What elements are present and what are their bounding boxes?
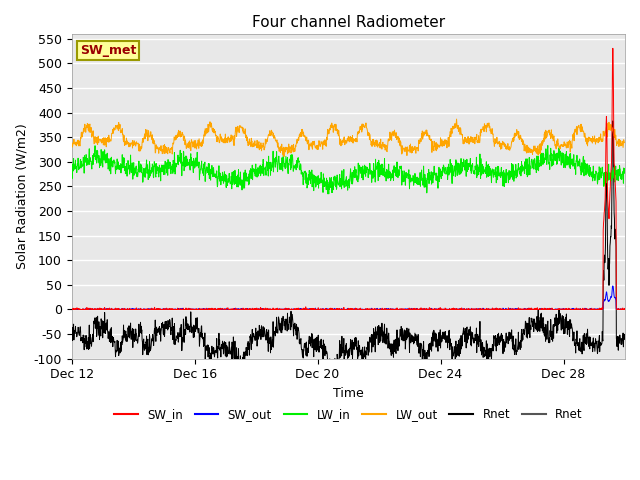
- SW_in: [305, 307, 313, 312]
- LW_out: [68, 142, 76, 148]
- SW_in: [621, 307, 628, 312]
- SW_in: [314, 307, 322, 312]
- Rnet: [362, 351, 370, 357]
- Rnet: [68, 322, 76, 327]
- LW_in: [621, 170, 628, 176]
- LW_in: [305, 178, 313, 183]
- SW_in: [423, 306, 431, 312]
- Rnet: [314, 345, 322, 350]
- SW_in: [362, 306, 370, 312]
- SW_out: [609, 283, 616, 289]
- LW_in: [544, 143, 552, 148]
- SW_out: [314, 307, 322, 312]
- X-axis label: Time: Time: [333, 387, 364, 400]
- SW_out: [621, 307, 628, 312]
- LW_in: [362, 170, 370, 176]
- LW_out: [280, 154, 288, 159]
- SW_in: [545, 306, 552, 312]
- LW_in: [324, 191, 332, 197]
- LW_out: [305, 142, 313, 147]
- LW_out: [452, 116, 460, 122]
- SW_out: [305, 306, 313, 312]
- Line: LW_in: LW_in: [72, 145, 625, 194]
- SW_out: [362, 307, 370, 312]
- LW_in: [545, 161, 553, 167]
- SW_out: [68, 306, 76, 312]
- Text: SW_met: SW_met: [80, 44, 136, 57]
- Rnet: [545, 338, 552, 344]
- SW_out: [100, 306, 108, 312]
- Rnet: [609, 118, 617, 124]
- Line: LW_out: LW_out: [72, 119, 625, 156]
- SW_out: [545, 307, 552, 312]
- Line: Rnet: Rnet: [72, 121, 625, 379]
- LW_in: [100, 155, 108, 160]
- SW_out: [424, 307, 431, 312]
- Line: SW_out: SW_out: [72, 286, 625, 310]
- Rnet: [328, 376, 335, 382]
- Y-axis label: Solar Radiation (W/m2): Solar Radiation (W/m2): [15, 123, 28, 269]
- LW_in: [68, 159, 76, 165]
- LW_out: [100, 137, 108, 143]
- LW_in: [314, 180, 322, 186]
- SW_in: [68, 307, 76, 312]
- Rnet: [621, 336, 628, 342]
- Rnet: [100, 323, 108, 329]
- LW_out: [621, 140, 628, 145]
- LW_out: [424, 130, 431, 136]
- LW_out: [314, 146, 322, 152]
- LW_in: [424, 175, 431, 180]
- Line: SW_in: SW_in: [72, 48, 625, 310]
- SW_out: [68, 307, 76, 312]
- LW_out: [362, 122, 370, 128]
- Title: Four channel Radiometer: Four channel Radiometer: [252, 15, 445, 30]
- LW_out: [545, 127, 553, 133]
- Rnet: [305, 337, 313, 343]
- SW_in: [100, 306, 108, 312]
- Legend: SW_in, SW_out, LW_in, LW_out, Rnet, Rnet: SW_in, SW_out, LW_in, LW_out, Rnet, Rnet: [109, 404, 588, 426]
- Rnet: [424, 352, 431, 358]
- SW_in: [609, 46, 617, 51]
